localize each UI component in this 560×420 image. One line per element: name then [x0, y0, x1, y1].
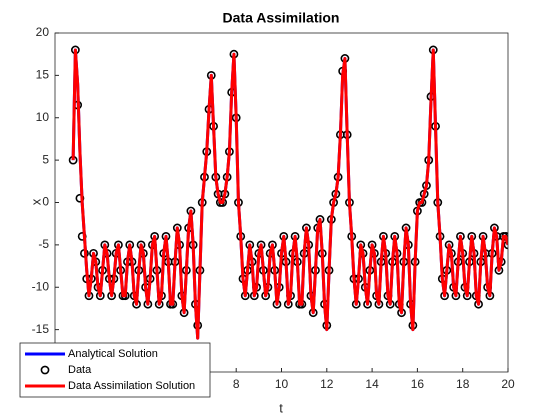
x-tick-label: 18 [456, 377, 470, 391]
legend-marker [40, 365, 50, 375]
plot-area [55, 33, 508, 372]
legend-box [19, 342, 211, 398]
data-point [75, 193, 85, 203]
legend-label: Data [68, 364, 92, 376]
axes-frame [54, 32, 509, 373]
y-tick-label: 20 [36, 25, 50, 39]
y-tick-label: 10 [36, 110, 50, 124]
legend-label: Analytical Solution [68, 348, 158, 360]
y-tick-label: 0 [42, 195, 49, 209]
x-tick-label: 8 [233, 377, 240, 391]
y-tick-label: 5 [42, 152, 49, 166]
x-tick-label: 20 [501, 377, 515, 391]
y-tick-label: -10 [32, 279, 50, 293]
y-tick-label: -15 [32, 322, 50, 336]
x-tick-label: 16 [411, 377, 425, 391]
y-axis-label: x [28, 198, 43, 205]
series-line [71, 48, 508, 340]
chart-title: Data Assimilation [223, 10, 340, 26]
x-tick-label: 12 [320, 377, 334, 391]
y-tick-label: -5 [38, 237, 49, 251]
legend-label: Data Assimilation Solution [68, 380, 195, 392]
x-axis-label: t [279, 400, 283, 415]
x-tick-label: 10 [275, 377, 289, 391]
y-tick-label: 15 [36, 68, 50, 82]
x-tick-label: 14 [365, 377, 379, 391]
